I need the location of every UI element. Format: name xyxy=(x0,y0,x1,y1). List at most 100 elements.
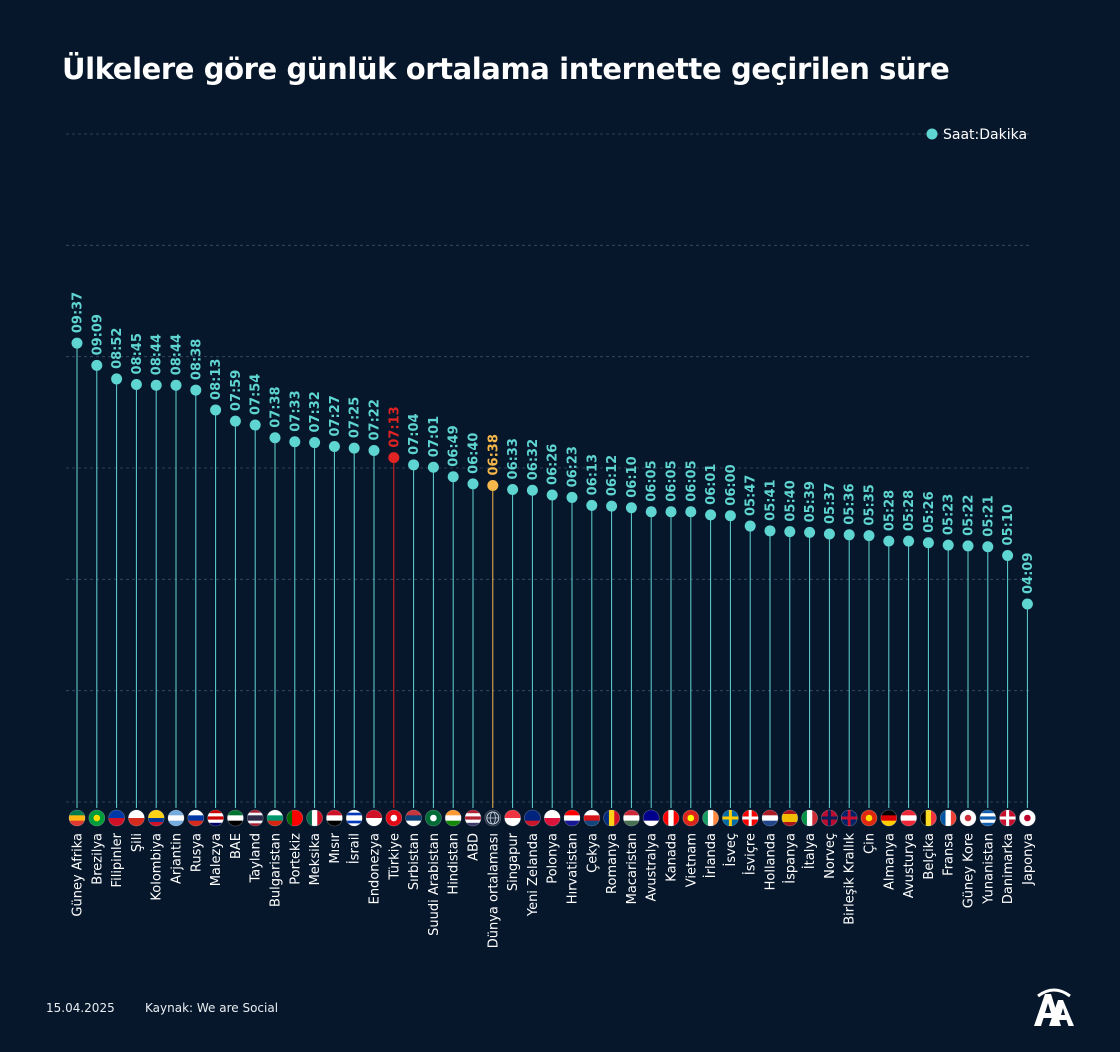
value-label: 07:33 xyxy=(288,390,303,431)
flag-icon xyxy=(108,809,125,827)
flag-icon xyxy=(999,809,1016,827)
category-label: Suudi Arabistan xyxy=(427,833,442,936)
category-label: Tayland xyxy=(249,833,264,884)
value-label: 08:44 xyxy=(150,334,165,375)
value-label: 06:33 xyxy=(506,438,521,479)
value-label: 07:54 xyxy=(249,374,264,415)
value-label: 07:32 xyxy=(308,391,323,432)
data-point xyxy=(625,502,637,514)
value-label: 05:23 xyxy=(942,494,957,535)
flag-icon xyxy=(524,809,541,827)
data-point xyxy=(447,471,459,483)
data-point xyxy=(685,506,697,518)
value-label: 06:23 xyxy=(566,446,581,487)
category-label: Yeni Zelanda xyxy=(526,833,541,917)
category-label: Brezilya xyxy=(90,833,105,885)
value-label: 06:01 xyxy=(704,464,719,505)
data-point xyxy=(210,404,222,416)
value-label: 08:13 xyxy=(209,359,224,400)
flag-icon xyxy=(682,809,700,827)
data-point xyxy=(764,525,776,537)
value-label: 05:28 xyxy=(902,490,917,531)
category-label: Avusturya xyxy=(902,833,917,898)
data-point xyxy=(823,528,835,540)
category-label: Kanada xyxy=(665,833,680,882)
data-point xyxy=(784,526,796,538)
value-label: 05:47 xyxy=(744,475,759,516)
flag-icon xyxy=(246,809,264,827)
aa-logo-mark-2 xyxy=(1049,1000,1074,1026)
flag-icon xyxy=(801,809,818,827)
flags xyxy=(68,809,1036,827)
flag-icon xyxy=(167,809,185,827)
flag-icon xyxy=(464,809,482,827)
data-point xyxy=(705,509,717,521)
flag-icon xyxy=(504,809,521,827)
value-label: 07:59 xyxy=(229,370,244,411)
data-point xyxy=(91,359,103,371)
value-label: 06:38 xyxy=(486,434,501,475)
flag-icon xyxy=(959,809,977,827)
category-label: Belçika xyxy=(922,833,937,880)
category-label: Fransa xyxy=(942,833,957,876)
data-point xyxy=(269,432,281,444)
category-label: Filipinler xyxy=(110,832,125,887)
value-label: 07:13 xyxy=(387,406,402,447)
value-label: 05:37 xyxy=(823,483,838,524)
category-label: Yunanistan xyxy=(981,833,996,905)
value-label: 09:09 xyxy=(90,314,105,355)
value-label: 05:28 xyxy=(882,490,897,531)
gridlines xyxy=(66,133,1030,803)
data-point xyxy=(566,491,578,503)
data-point xyxy=(348,442,360,454)
value-label: 05:41 xyxy=(764,479,779,520)
data-point xyxy=(942,539,954,551)
data-point xyxy=(111,373,123,385)
value-label: 05:22 xyxy=(962,495,977,536)
value-label: 06:05 xyxy=(645,460,660,501)
data-point xyxy=(71,337,83,349)
data-point xyxy=(229,415,241,427)
category-label: İrlanda xyxy=(703,833,719,878)
legend-label: Saat:Dakika xyxy=(943,127,1027,143)
category-label: Birleşik Krallık xyxy=(843,833,858,925)
data-point xyxy=(507,483,519,495)
value-label: 06:10 xyxy=(625,456,640,497)
flag-icon xyxy=(840,809,858,827)
flag-icon xyxy=(405,809,422,827)
value-label: 06:26 xyxy=(546,444,561,485)
data-point xyxy=(388,452,400,464)
data-point xyxy=(546,489,558,501)
flag-icon xyxy=(266,809,284,827)
category-label: Almanya xyxy=(882,833,897,890)
flag-icon xyxy=(702,809,719,827)
chart-title: Ülkelere göre günlük ortalama internette… xyxy=(62,52,950,86)
value-label: 05:21 xyxy=(981,495,996,536)
legend-marker xyxy=(926,128,938,140)
flag-icon xyxy=(900,809,917,827)
data-point xyxy=(665,506,677,518)
value-label: 05:10 xyxy=(1001,504,1016,545)
data-point xyxy=(368,445,380,457)
publish-date: 15.04.2025 xyxy=(46,1001,115,1015)
value-label: 06:32 xyxy=(526,439,541,480)
source-note: Kaynak: We are Social xyxy=(145,1001,279,1015)
stems xyxy=(76,343,1028,808)
category-labels: Güney Afrika Brezilya Filipinler Şili Kolomb… xyxy=(71,832,1036,948)
flag-icon xyxy=(761,809,779,827)
value-label: 07:25 xyxy=(348,397,363,438)
value-label: 06:13 xyxy=(585,454,600,495)
flag-icon xyxy=(920,809,937,827)
flag-icon xyxy=(623,809,640,827)
value-label: 07:38 xyxy=(269,386,284,427)
category-label: Vietnam xyxy=(684,833,699,887)
value-labels: 09:37 09:09 08:52 08:45 08:44 08:44 08:38 08:13… xyxy=(71,292,1036,594)
flag-icon xyxy=(880,809,898,827)
flag-icon xyxy=(88,809,106,827)
data-point xyxy=(130,379,142,390)
flag-icon xyxy=(979,809,997,827)
category-label: Hindistan xyxy=(447,833,462,895)
flag-icon xyxy=(563,809,581,827)
flag-icon xyxy=(444,809,462,827)
